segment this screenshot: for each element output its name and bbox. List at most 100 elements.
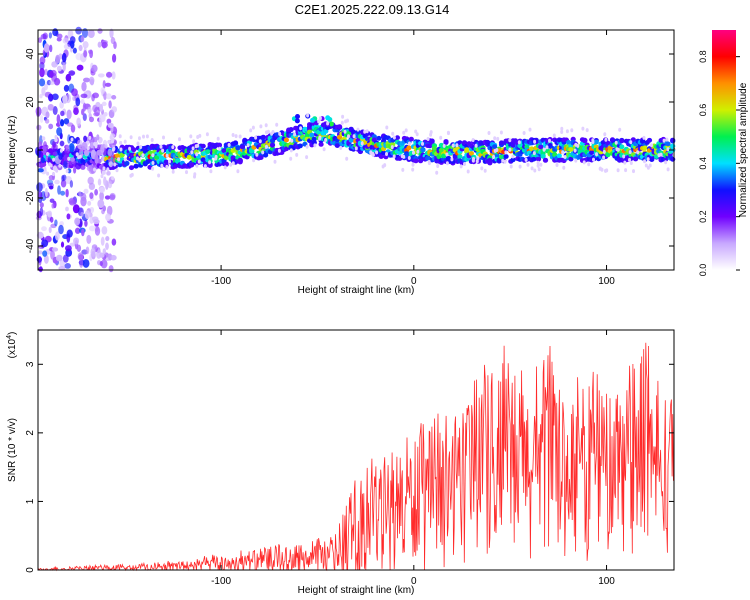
snr-panel: -100 0 100 0 1 2 3 Height of straight line (km… (6, 329, 675, 596)
spectrogram-halo-cell (664, 160, 668, 165)
spectrogram-noise-cell (94, 154, 99, 165)
spectrogram-halo-cell (192, 139, 196, 144)
spectrogram-cell (498, 140, 505, 146)
spectrogram-noise-cell (49, 70, 54, 79)
spectrogram-halo-cell (563, 155, 567, 159)
x-tick-label: 0 (411, 576, 417, 587)
spectrogram-halo-cell (624, 168, 628, 173)
spectrogram-cell (468, 151, 474, 156)
spectrogram-cell (216, 143, 222, 148)
spectrogram-noise-cell (65, 73, 72, 82)
spectrogram-halo-cell (46, 171, 50, 176)
spectrogram-cell (323, 129, 329, 134)
spectrogram-halo-cell (252, 158, 256, 163)
spectrogram-halo-cell (231, 161, 235, 166)
spectrogram-noise-cell (57, 185, 61, 195)
spectrogram-cells (35, 26, 676, 273)
spectrogram-noise-cell (84, 210, 91, 220)
spectrogram-cell (619, 138, 625, 144)
spectrogram-noise-cell (36, 231, 44, 239)
spectrogram-noise-cell (63, 84, 70, 92)
spectrogram-noise-cell (81, 228, 85, 237)
x-tick-label: -100 (211, 576, 231, 587)
spectrogram-halo-cell (509, 164, 513, 169)
spectrogram-noise-cell (105, 242, 109, 250)
spectrogram-ylabel: Frequency (Hz) (7, 116, 18, 185)
spectrogram-halo-cell (383, 163, 387, 168)
spectrogram-halo-cell (295, 152, 299, 157)
spectrogram-halo-cell (306, 113, 310, 118)
spectrogram-halo-cell (88, 135, 92, 140)
spectrogram-halo-cell (246, 143, 250, 148)
spectrogram-noise-cell (72, 47, 77, 54)
spectrogram-halo-cell (343, 129, 347, 134)
spectrogram-halo-cell (278, 131, 282, 136)
spectrogram-noise-cell (97, 199, 105, 208)
spectrogram-halo-cell (318, 136, 322, 141)
spectrogram-halo-cell (375, 150, 379, 155)
spectrogram-noise-cell (44, 83, 48, 91)
spectrogram-noise-cell (87, 176, 94, 185)
spectrogram-cell (163, 159, 169, 165)
spectrogram-cell (117, 162, 123, 168)
spectrogram-noise-cell (47, 210, 53, 218)
spectrogram-halo-cell (585, 128, 589, 133)
spectrogram-cell (640, 139, 646, 145)
spectrogram-halo-cell (322, 147, 326, 152)
snr-frame (37, 329, 675, 571)
spectrogram-noise-cell (80, 211, 84, 217)
spectrogram-halo-cell (562, 165, 566, 170)
spectrogram-noise-cell (101, 226, 108, 235)
y-tick-label: 3 (25, 361, 36, 367)
spectrogram-halo-cell (537, 167, 541, 172)
spectrogram-halo-cell (195, 163, 199, 168)
spectrogram-noise-cell (87, 106, 92, 114)
spectrogram-cell (371, 134, 377, 140)
spectrogram-halo-cell (455, 143, 459, 148)
spectrogram-halo-cell (141, 153, 145, 158)
spectrogram-noise-cell (88, 165, 96, 175)
spectrogram-cell (115, 153, 121, 159)
spectrogram-halo-cell (352, 134, 356, 139)
spectrogram-halo-cell (203, 164, 207, 169)
spectrogram-panel: -100 0 100 -40 -20 0 20 40 Height of straight l… (7, 26, 676, 296)
spectrogram-halo-cell (139, 145, 143, 149)
spectrogram-noise-cell (58, 265, 66, 271)
spectrogram-noise-cell (49, 80, 55, 86)
spectrogram-noise-cell (37, 168, 45, 173)
spectrogram-halo-cell (650, 143, 653, 148)
spectrogram-cell (263, 152, 269, 158)
spectrogram-halo-cell (392, 135, 396, 140)
spectrogram-noise-cell (101, 41, 108, 49)
spectrogram-noise-cell (61, 175, 65, 182)
spectrogram-halo-cell (574, 142, 578, 147)
spectrogram-cell (41, 162, 47, 168)
x-tick-label: 100 (598, 276, 615, 287)
spectrogram-halo-cell (229, 162, 233, 167)
spectrogram-halo-cell (130, 172, 134, 177)
spectrogram-noise-cell (105, 71, 113, 78)
spectrogram-noise-cell (68, 142, 75, 153)
spectrogram-noise-cell (85, 246, 90, 255)
spectrogram-noise-cell (56, 127, 63, 136)
spectrogram-noise-cell (110, 37, 116, 45)
spectrogram-cell (334, 143, 340, 149)
spectrogram-noise-cell (76, 117, 81, 127)
spectrogram-halo-cell (231, 133, 235, 137)
spectrogram-halo-cell (459, 164, 463, 169)
spectrogram-cell (649, 157, 655, 163)
spectrogram-halo-cell (426, 137, 430, 141)
spectrogram-halo-cell (42, 136, 46, 141)
spectrogram-halo-cell (363, 129, 367, 134)
spectrogram-noise-cell (80, 35, 85, 43)
spectrogram-halo-cell (666, 167, 670, 172)
spectrogram-noise-cell (81, 28, 89, 38)
spectrogram-noise-cell (56, 37, 62, 42)
spectrogram-halo-cell (533, 168, 537, 173)
spectrogram-noise-cell (89, 49, 94, 59)
x-tick-label: 0 (411, 276, 417, 287)
colorbar-tick-label: 0.2 (698, 210, 708, 223)
spectrogram-halo-cell (548, 138, 551, 143)
spectrogram-cell (346, 131, 352, 136)
spectrogram-halo-cell (299, 126, 303, 131)
